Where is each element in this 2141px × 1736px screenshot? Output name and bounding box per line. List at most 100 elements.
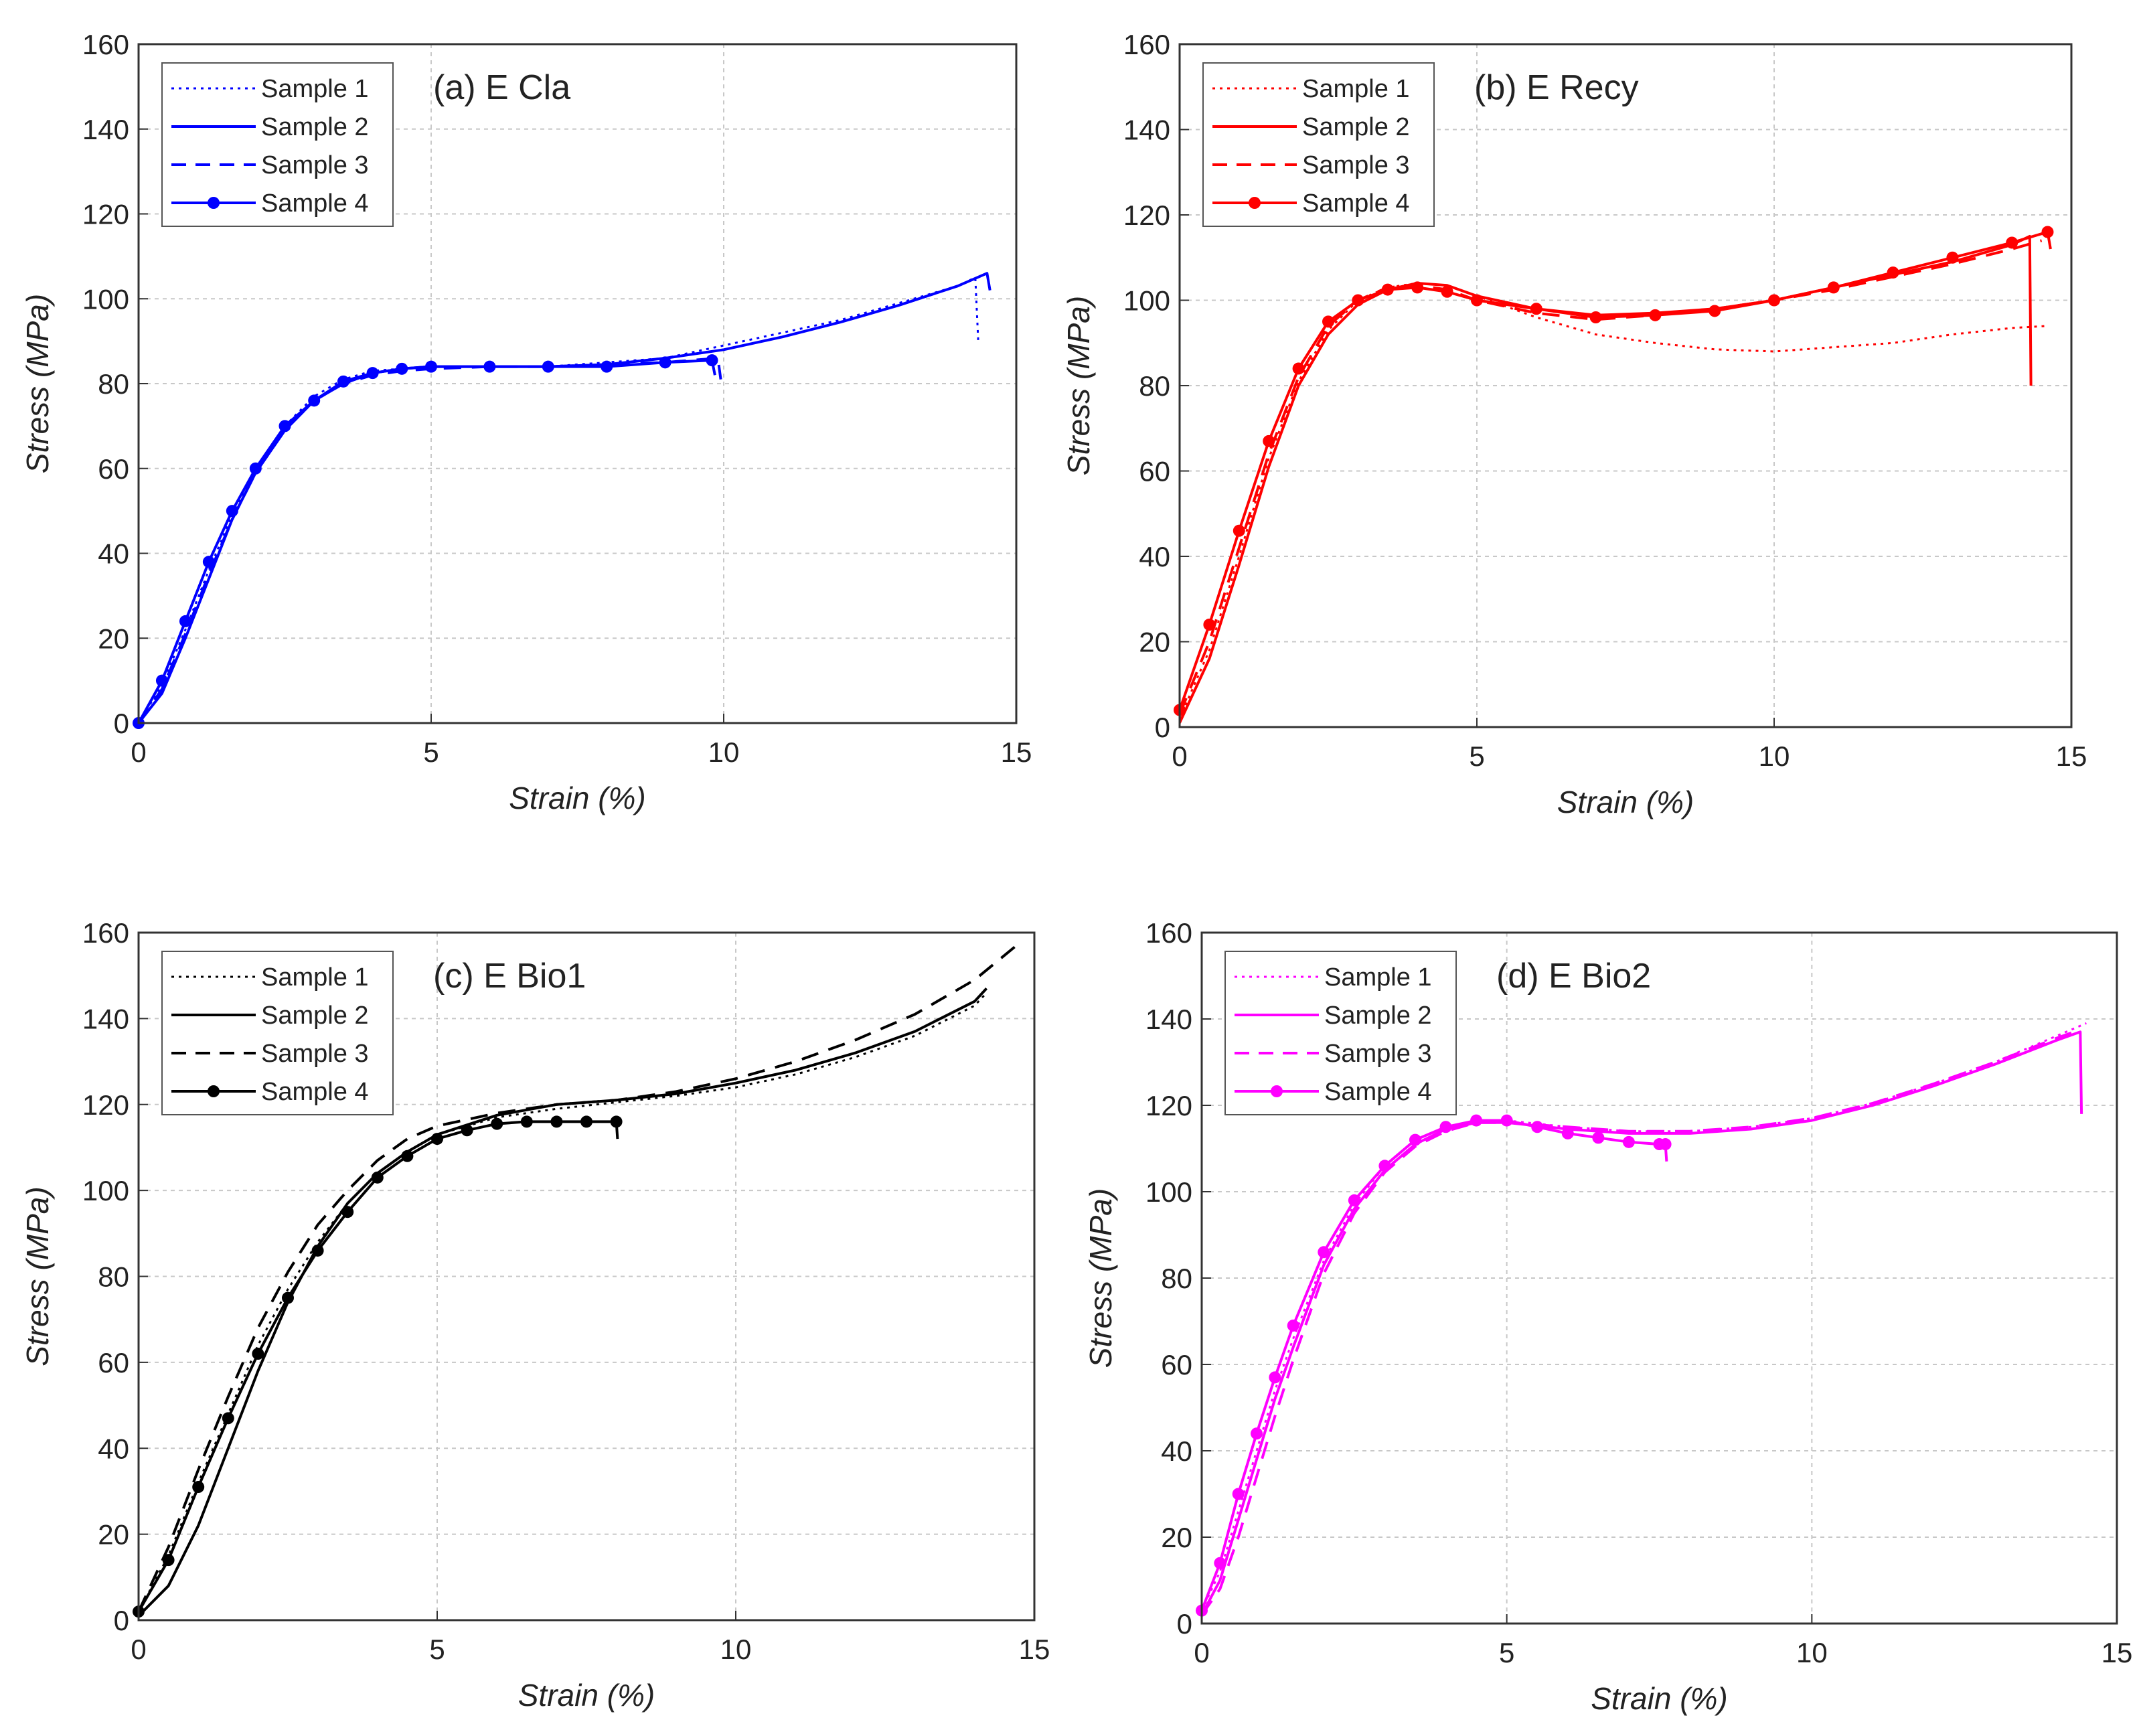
data-point-marker bbox=[425, 360, 437, 373]
data-point-marker bbox=[252, 1348, 264, 1360]
data-point-marker bbox=[431, 1133, 443, 1146]
y-tick-label: 20 bbox=[1161, 1522, 1192, 1553]
data-point-marker bbox=[396, 362, 408, 375]
data-point-marker bbox=[1530, 303, 1542, 315]
y-tick-label: 60 bbox=[98, 1347, 129, 1378]
legend-label: Sample 2 bbox=[261, 113, 369, 141]
y-tick-label: 80 bbox=[98, 1261, 129, 1293]
data-point-marker bbox=[1439, 1121, 1452, 1133]
series-line-sample-4 bbox=[139, 359, 716, 724]
data-point-marker bbox=[279, 420, 291, 432]
data-point-marker bbox=[1381, 283, 1394, 296]
legend-label: Sample 2 bbox=[1302, 113, 1410, 141]
data-point-marker bbox=[542, 360, 554, 373]
y-tick-label: 80 bbox=[1139, 370, 1170, 402]
data-point-marker bbox=[226, 505, 238, 518]
legend-label: Sample 3 bbox=[261, 1040, 369, 1068]
y-tick-label: 40 bbox=[1161, 1435, 1192, 1467]
legend-label: Sample 3 bbox=[1302, 151, 1410, 179]
legend-box bbox=[161, 62, 394, 227]
data-point-marker bbox=[162, 1554, 175, 1567]
legend-box bbox=[1202, 62, 1435, 227]
legend-label: Sample 1 bbox=[261, 963, 369, 992]
data-point-marker bbox=[659, 356, 671, 369]
series-line-sample-2 bbox=[1180, 234, 2033, 724]
x-tick-label: 15 bbox=[2102, 1637, 2133, 1668]
data-point-marker bbox=[282, 1291, 294, 1304]
legend-label: Sample 2 bbox=[261, 1002, 369, 1030]
data-point-marker bbox=[1348, 1194, 1360, 1206]
x-axis-label: Strain (%) bbox=[518, 1678, 655, 1713]
data-point-marker bbox=[1471, 294, 1483, 307]
x-tick-label: 15 bbox=[1019, 1634, 1050, 1665]
x-tick-label: 10 bbox=[708, 736, 740, 768]
data-point-marker bbox=[1709, 305, 1721, 317]
x-tick-label: 5 bbox=[429, 1634, 445, 1665]
x-tick-label: 5 bbox=[1499, 1637, 1514, 1668]
x-axis-label: Strain (%) bbox=[509, 781, 645, 815]
data-point-marker bbox=[1827, 281, 1840, 294]
y-axis-label: Stress (MPa) bbox=[20, 1186, 55, 1366]
axes-frame bbox=[137, 43, 1018, 724]
legend-marker bbox=[208, 1085, 220, 1097]
legend-marker bbox=[208, 197, 220, 209]
legend-label: Sample 4 bbox=[1302, 189, 1410, 218]
legend-label: Sample 1 bbox=[261, 75, 369, 103]
data-point-marker bbox=[1322, 315, 1334, 328]
y-tick-label: 20 bbox=[98, 623, 129, 654]
data-point-marker bbox=[1233, 524, 1245, 537]
data-point-marker bbox=[308, 394, 321, 407]
legend-marker bbox=[1249, 197, 1261, 209]
y-tick-label: 0 bbox=[114, 708, 129, 739]
legend-box bbox=[161, 951, 394, 1115]
panel-d: 0 5 10 15 0 20 40 60 80 100 120 140 160 Strain (%) Str… bbox=[1083, 917, 2132, 1716]
series-line-sample-4 bbox=[1180, 230, 2052, 711]
y-tick-label: 20 bbox=[98, 1519, 129, 1551]
y-tick-label: 140 bbox=[82, 1003, 129, 1034]
panel-title: (d) E Bio2 bbox=[1496, 957, 1651, 996]
legend-marker bbox=[1271, 1085, 1283, 1097]
data-point-marker bbox=[1946, 251, 1959, 264]
x-axis-label: Strain (%) bbox=[1591, 1681, 1727, 1716]
data-point-marker bbox=[2006, 236, 2018, 249]
x-tick-label: 5 bbox=[423, 736, 439, 768]
y-tick-label: 0 bbox=[1177, 1608, 1192, 1640]
panel-a: 0 5 10 15 0 20 40 60 80 100 120 140 160 Strain (%) Str… bbox=[20, 29, 1032, 815]
data-point-marker bbox=[1768, 294, 1780, 307]
data-point-marker bbox=[366, 367, 379, 380]
y-tick-label: 60 bbox=[1139, 456, 1170, 487]
x-tick-label: 15 bbox=[1001, 736, 1032, 768]
axes-frame bbox=[137, 931, 1036, 1622]
x-tick-label: 0 bbox=[131, 1634, 146, 1665]
panel-title: (b) E Recy bbox=[1474, 68, 1639, 107]
panel-c: 0 5 10 15 0 20 40 60 80 100 120 140 160 Strain (%) Str… bbox=[20, 917, 1050, 1713]
data-point-marker bbox=[491, 1117, 503, 1130]
y-tick-label: 140 bbox=[82, 114, 129, 145]
y-tick-label: 100 bbox=[1123, 285, 1170, 317]
data-point-marker bbox=[1409, 1133, 1421, 1146]
data-point-marker bbox=[1251, 1427, 1263, 1440]
data-point-marker bbox=[706, 354, 718, 367]
data-point-marker bbox=[1214, 1557, 1226, 1569]
legend-label: Sample 1 bbox=[1324, 963, 1432, 992]
y-tick-label: 0 bbox=[1155, 712, 1170, 743]
axes-frame bbox=[1200, 931, 2118, 1625]
x-tick-label: 5 bbox=[1469, 740, 1484, 772]
y-axis-label: Stress (MPa) bbox=[1061, 296, 1096, 475]
data-point-marker bbox=[461, 1124, 473, 1137]
data-point-marker bbox=[222, 1412, 234, 1425]
data-point-marker bbox=[249, 462, 262, 475]
legend-label: Sample 3 bbox=[1324, 1040, 1432, 1068]
data-point-marker bbox=[1659, 1138, 1672, 1151]
x-tick-label: 0 bbox=[1194, 1637, 1209, 1668]
y-tick-label: 120 bbox=[82, 1089, 129, 1121]
data-point-marker bbox=[1649, 309, 1662, 321]
x-tick-label: 15 bbox=[2056, 740, 2087, 772]
y-tick-label: 40 bbox=[98, 538, 129, 570]
data-point-marker bbox=[155, 674, 168, 687]
y-tick-label: 160 bbox=[82, 917, 129, 949]
legend-box bbox=[1224, 951, 1457, 1115]
data-point-marker bbox=[1318, 1246, 1330, 1259]
y-tick-label: 120 bbox=[1123, 200, 1170, 231]
axes-frame bbox=[1178, 43, 2073, 728]
